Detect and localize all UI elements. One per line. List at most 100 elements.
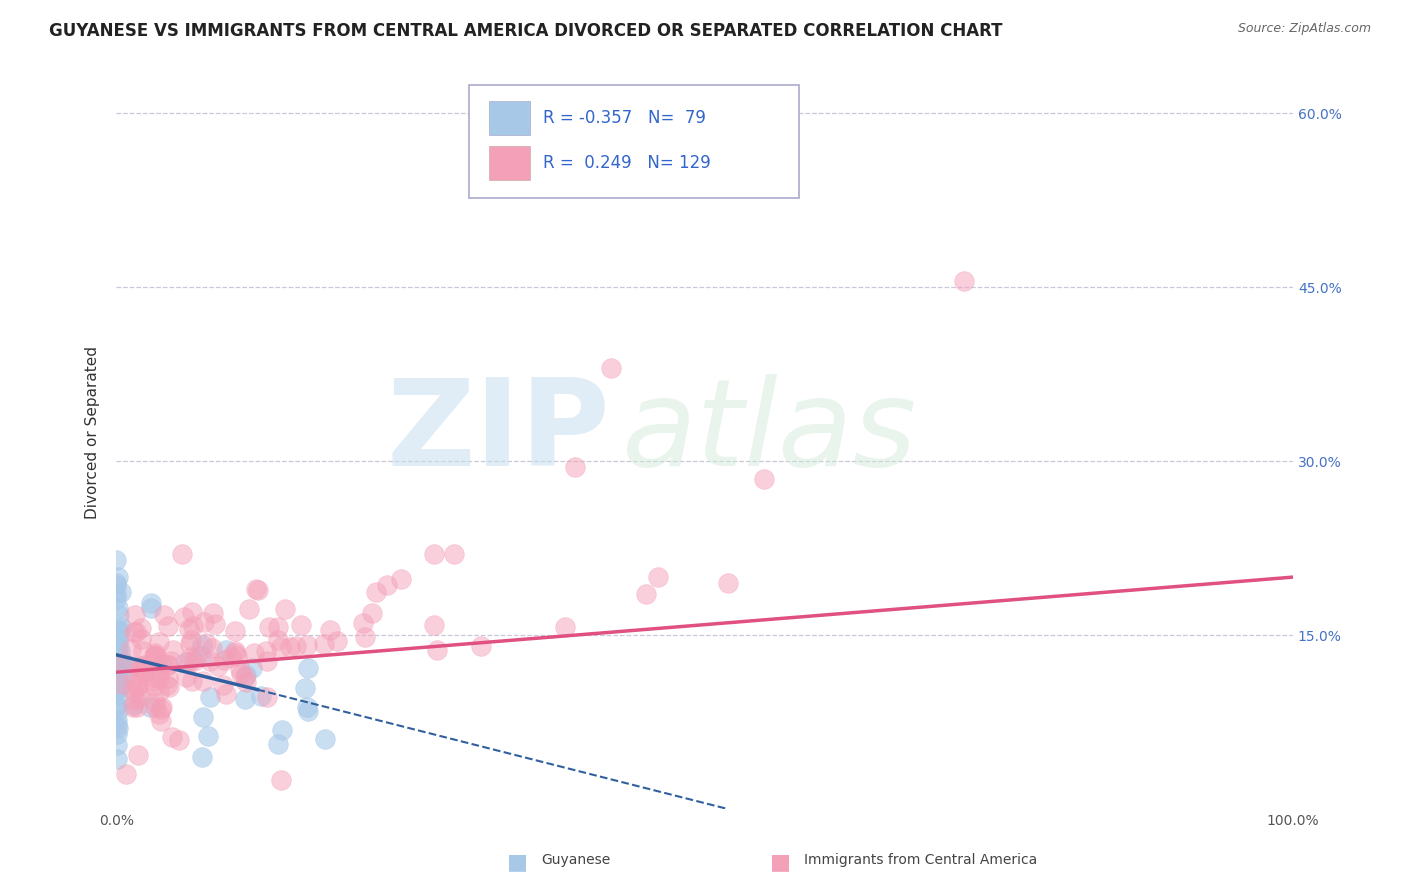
Point xyxy=(211,677,233,691)
Point xyxy=(148,706,170,721)
Point xyxy=(257,619,280,633)
Point xyxy=(105,587,128,601)
Point xyxy=(107,687,129,701)
Point xyxy=(267,737,290,751)
Point xyxy=(105,657,128,672)
Point xyxy=(108,651,131,665)
Point xyxy=(107,678,129,692)
Point xyxy=(297,704,319,718)
Point xyxy=(242,646,264,660)
Point xyxy=(131,659,153,673)
Point xyxy=(952,274,974,288)
Point xyxy=(143,670,166,684)
Point xyxy=(107,659,129,673)
Point xyxy=(135,665,157,679)
Point xyxy=(297,661,319,675)
Point xyxy=(105,670,128,684)
Point xyxy=(242,661,264,675)
Point xyxy=(145,695,167,709)
Point xyxy=(138,699,160,714)
Point xyxy=(190,639,212,653)
Point xyxy=(108,681,131,695)
Point xyxy=(105,727,128,741)
Point xyxy=(180,632,202,647)
Point xyxy=(148,668,170,682)
Point xyxy=(226,649,249,664)
Point xyxy=(717,575,740,590)
Point xyxy=(204,616,226,631)
Point xyxy=(105,650,128,665)
Point xyxy=(270,723,292,737)
Point xyxy=(143,700,166,714)
Point xyxy=(105,699,128,714)
Point xyxy=(107,600,129,615)
Point xyxy=(105,623,128,637)
Point xyxy=(238,602,260,616)
Point xyxy=(183,654,205,668)
Point xyxy=(105,739,128,753)
Point xyxy=(352,615,374,630)
Point xyxy=(181,673,204,688)
Point xyxy=(110,677,132,691)
Point xyxy=(107,632,129,647)
Bar xyxy=(489,101,530,135)
Point xyxy=(191,750,214,764)
Point xyxy=(172,547,194,561)
Point xyxy=(375,578,398,592)
Point xyxy=(142,673,165,688)
Point xyxy=(105,636,128,650)
Point xyxy=(174,655,197,669)
Point xyxy=(224,646,246,660)
Point xyxy=(107,721,129,735)
Point xyxy=(290,618,312,632)
Point xyxy=(108,656,131,670)
Point xyxy=(148,672,170,686)
Point xyxy=(105,752,128,766)
Point xyxy=(121,683,143,698)
Point xyxy=(143,648,166,663)
Point xyxy=(270,773,292,788)
Point xyxy=(319,623,342,637)
Point xyxy=(634,587,657,601)
Point xyxy=(193,615,215,629)
Point xyxy=(129,663,152,677)
Point xyxy=(105,592,128,607)
Point xyxy=(105,676,128,690)
Point xyxy=(231,667,253,681)
Point xyxy=(207,659,229,673)
Point xyxy=(195,636,218,650)
Point xyxy=(110,584,132,599)
Point xyxy=(132,657,155,672)
Point xyxy=(752,471,775,485)
Text: R =  0.249   N= 129: R = 0.249 N= 129 xyxy=(544,154,711,172)
Point xyxy=(129,621,152,635)
Point xyxy=(669,146,692,161)
Point xyxy=(150,700,173,714)
Point xyxy=(148,684,170,698)
Point xyxy=(128,660,150,674)
Point xyxy=(224,624,246,638)
Point xyxy=(254,644,277,658)
Point xyxy=(426,642,449,657)
Point xyxy=(145,647,167,661)
Point xyxy=(157,671,180,685)
Point xyxy=(198,690,221,705)
Point xyxy=(181,619,204,633)
Point xyxy=(107,570,129,584)
Point xyxy=(201,640,224,655)
Point xyxy=(167,733,190,747)
Point xyxy=(143,679,166,693)
Point xyxy=(212,652,235,666)
Point xyxy=(422,617,444,632)
Point xyxy=(110,677,132,691)
Point xyxy=(160,730,183,744)
Point xyxy=(312,637,335,651)
Text: GUYANESE VS IMMIGRANTS FROM CENTRAL AMERICA DIVORCED OR SEPARATED CORRELATION CH: GUYANESE VS IMMIGRANTS FROM CENTRAL AMER… xyxy=(49,22,1002,40)
Text: ■: ■ xyxy=(508,852,527,871)
Point xyxy=(139,596,162,610)
Point xyxy=(256,690,278,705)
Point xyxy=(139,601,162,615)
Point xyxy=(142,648,165,663)
Point xyxy=(156,658,179,673)
Point xyxy=(105,673,128,687)
